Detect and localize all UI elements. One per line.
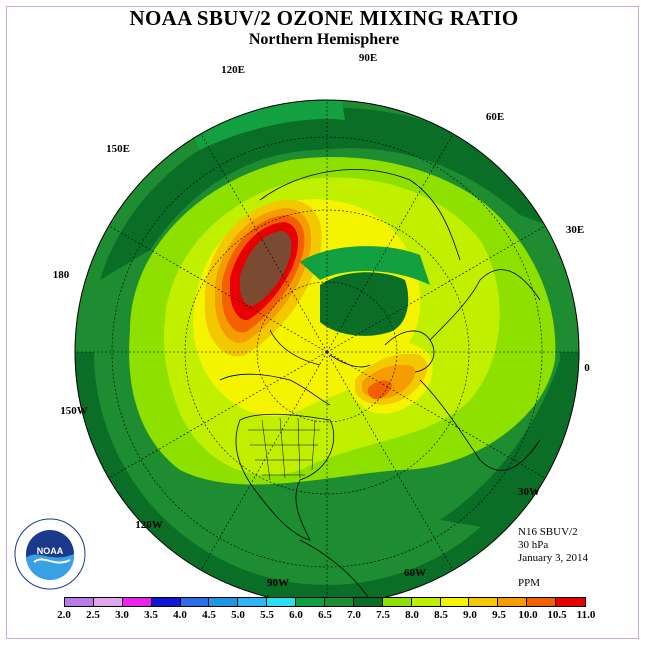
lon-label-60w: 60W <box>404 567 426 579</box>
lon-label-0: 0 <box>584 362 590 374</box>
pressure-level: 30 hPa <box>518 539 549 551</box>
colorbar-tick-label: 2.0 <box>57 609 71 621</box>
lon-label-150w: 150W <box>60 405 88 417</box>
colorbar-swatch <box>296 598 326 606</box>
info-block: N16 SBUV/2 30 hPa January 3, 2014 <box>518 526 588 565</box>
colorbar-tick-label: 3.0 <box>115 609 129 621</box>
lon-label-120e: 120E <box>221 64 245 76</box>
colorbar-swatch <box>238 598 268 606</box>
colorbar-tick-label: 7.0 <box>347 609 361 621</box>
colorbar-tick-label: 11.0 <box>576 609 596 621</box>
lon-label-120w: 120W <box>135 519 163 531</box>
colorbar-swatch <box>469 598 499 606</box>
figure-frame <box>6 6 639 639</box>
colorbar-swatch <box>65 598 94 606</box>
logo-text: NOAA <box>37 546 64 556</box>
colorbar-swatch <box>180 598 210 606</box>
colorbar-swatch <box>440 598 470 606</box>
colorbar-tick-label: 5.0 <box>231 609 245 621</box>
colorbar-swatch <box>209 598 239 606</box>
noaa-logo: NOAA <box>14 518 86 590</box>
colorbar-swatch <box>556 598 586 606</box>
units-label: PPM <box>518 577 541 589</box>
colorbar-swatch <box>122 598 152 606</box>
colorbar-tick-label: 5.5 <box>260 609 274 621</box>
page-title: NOAA SBUV/2 OZONE MIXING RATIO <box>129 6 519 30</box>
colorbar-tick-labels: 2.0 2.5 3.0 3.5 4.0 4.5 5.0 5.5 6.0 6.5 7.0 7.5 8.0 8… <box>57 609 595 623</box>
lon-label-90e: 90E <box>359 52 377 64</box>
lon-label-90w: 90W <box>267 577 289 589</box>
colorbar-tick-label: 8.5 <box>434 609 448 621</box>
colorbar-tick-label: 10.0 <box>518 609 538 621</box>
satellite-label: N16 SBUV/2 <box>518 526 578 538</box>
colorbar-swatch <box>325 598 354 606</box>
colorbar-tick-label: 6.5 <box>318 609 332 621</box>
colorbar-swatch <box>353 598 383 606</box>
page-subtitle: Northern Hemisphere <box>248 31 400 48</box>
colorbar-tick-label: 10.5 <box>547 609 567 621</box>
colorbar-tick-label: 4.5 <box>202 609 216 621</box>
lon-label-30w: 30W <box>518 486 540 498</box>
colorbar-tick-label: 3.5 <box>144 609 158 621</box>
lon-label-150e: 150E <box>106 143 130 155</box>
date-label: January 3, 2014 <box>518 552 588 564</box>
colorbar-tick-label: 6.0 <box>289 609 303 621</box>
colorbar <box>64 597 586 607</box>
colorbar-swatch <box>498 598 528 606</box>
colorbar-swatch <box>267 598 297 606</box>
colorbar-tick-label: 9.5 <box>492 609 506 621</box>
colorbar-swatch <box>93 598 123 606</box>
lon-label-60e: 60E <box>486 111 504 123</box>
colorbar-swatch <box>527 598 557 606</box>
lon-label-30e: 30E <box>566 224 584 236</box>
colorbar-tick-label: 7.5 <box>376 609 390 621</box>
lon-label-180: 180 <box>53 269 70 281</box>
colorbar-swatch <box>151 598 181 606</box>
colorbar-tick-label: 2.5 <box>86 609 100 621</box>
colorbar-tick-label: 8.0 <box>405 609 419 621</box>
colorbar-swatch <box>411 598 441 606</box>
colorbar-tick-label: 9.0 <box>463 609 477 621</box>
colorbar-tick-label: 4.0 <box>173 609 187 621</box>
colorbar-swatch <box>382 598 412 606</box>
